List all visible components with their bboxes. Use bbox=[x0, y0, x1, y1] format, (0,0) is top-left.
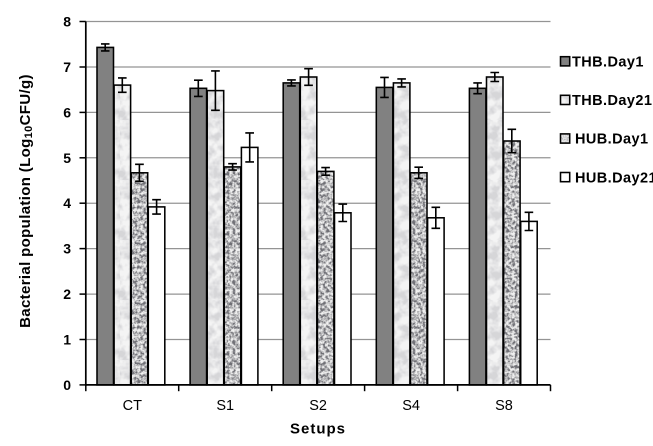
svg-text:HUB.Day21: HUB.Day21 bbox=[575, 170, 653, 186]
svg-text:4: 4 bbox=[63, 195, 71, 211]
svg-text:THB.Day1: THB.Day1 bbox=[572, 55, 644, 71]
svg-text:0: 0 bbox=[63, 377, 71, 393]
svg-text:Bacterial population (Log10CFU: Bacterial population (Log10CFU/g) bbox=[17, 74, 35, 328]
svg-text:1: 1 bbox=[63, 332, 71, 348]
svg-text:2: 2 bbox=[63, 286, 71, 302]
svg-text:8: 8 bbox=[63, 14, 71, 30]
svg-text:THB.Day21: THB.Day21 bbox=[572, 93, 652, 109]
svg-text:3: 3 bbox=[63, 241, 71, 257]
svg-text:S4: S4 bbox=[402, 398, 420, 414]
svg-text:S1: S1 bbox=[216, 398, 234, 414]
svg-text:6: 6 bbox=[63, 104, 71, 120]
svg-text:Setups: Setups bbox=[290, 421, 346, 438]
svg-text:HUB.Day1: HUB.Day1 bbox=[575, 132, 648, 148]
svg-text:CT: CT bbox=[123, 398, 142, 414]
svg-text:S8: S8 bbox=[495, 398, 513, 414]
svg-text:S2: S2 bbox=[309, 398, 327, 414]
svg-text:5: 5 bbox=[63, 150, 71, 166]
svg-text:7: 7 bbox=[63, 59, 71, 75]
